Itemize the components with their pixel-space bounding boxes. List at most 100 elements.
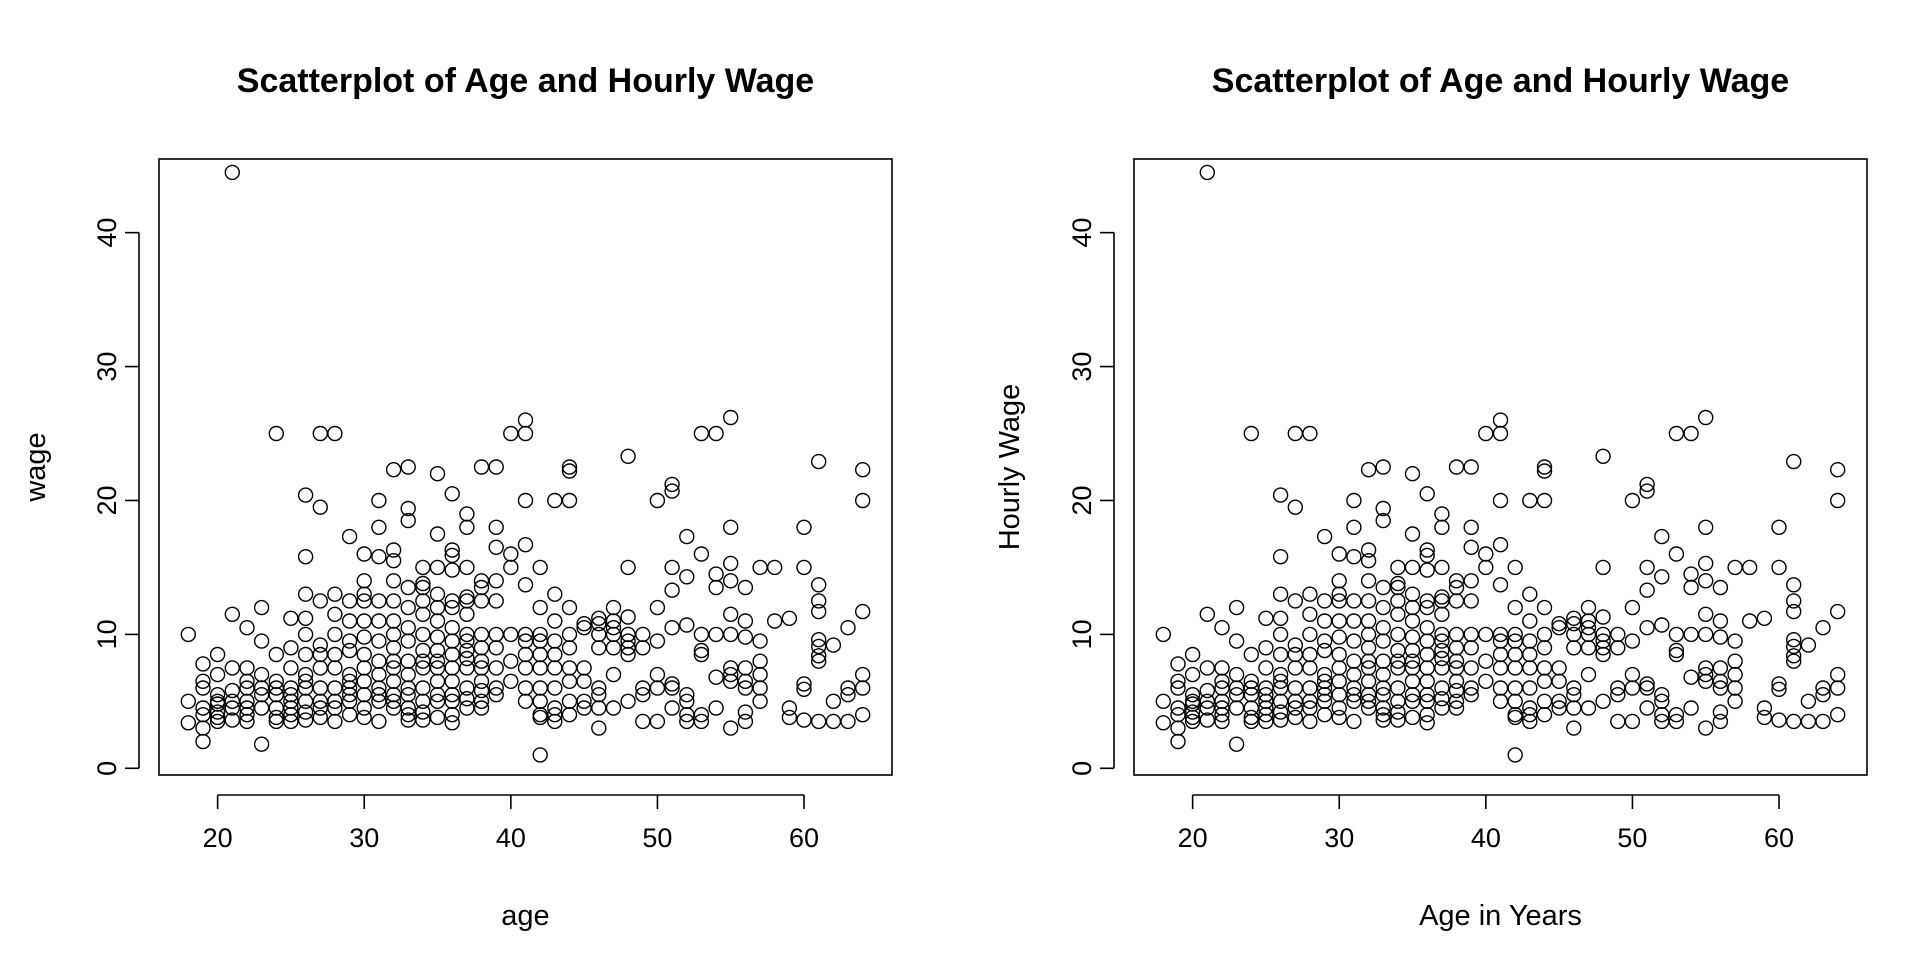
data-point — [1346, 549, 1362, 565]
data-point — [429, 687, 446, 703]
data-point — [693, 707, 710, 723]
data-point — [312, 637, 328, 653]
data-point — [1551, 616, 1567, 632]
data-point — [1536, 626, 1553, 643]
data-point — [459, 650, 475, 667]
data-point — [737, 579, 754, 596]
data-point — [283, 660, 299, 676]
data-point — [649, 680, 666, 696]
data-point — [1360, 553, 1377, 569]
data-point — [327, 693, 343, 709]
data-point — [547, 586, 563, 602]
data-point — [708, 669, 724, 685]
data-point — [1536, 660, 1553, 676]
data-point — [1727, 693, 1743, 709]
data-point — [1829, 492, 1846, 509]
data-point — [180, 715, 197, 731]
data-point — [1258, 713, 1274, 730]
data-point — [693, 546, 710, 562]
data-point — [737, 673, 754, 689]
data-point — [1316, 593, 1333, 609]
data-point — [561, 693, 578, 709]
data-point — [1346, 593, 1362, 609]
data-point — [1375, 459, 1391, 475]
data-point — [297, 586, 314, 602]
data-point — [1243, 709, 1260, 726]
data-point — [708, 700, 724, 716]
data-point — [1595, 646, 1611, 663]
data-point — [356, 613, 372, 629]
data-point — [1492, 646, 1509, 663]
data-point — [1346, 666, 1362, 683]
data-point — [1243, 425, 1260, 442]
data-point — [1536, 599, 1553, 616]
data-point — [459, 642, 475, 659]
data-point — [664, 680, 680, 696]
data-point — [1404, 466, 1421, 482]
data-point — [1507, 709, 1523, 726]
data-point — [855, 666, 871, 683]
data-point — [1785, 648, 1802, 664]
data-point — [1360, 640, 1377, 656]
data-point — [268, 425, 284, 442]
data-point — [1829, 707, 1846, 723]
data-point — [1522, 586, 1538, 602]
data-point — [1346, 492, 1362, 509]
y-tick-label: 40 — [1067, 218, 1097, 248]
data-point — [1507, 693, 1523, 709]
data-point — [400, 512, 416, 529]
data-point — [1448, 682, 1465, 699]
data-point — [1785, 653, 1802, 669]
data-point — [1375, 666, 1391, 683]
data-point — [356, 586, 372, 602]
data-point — [532, 747, 548, 763]
data-point — [517, 693, 534, 709]
data-point — [1697, 573, 1714, 589]
data-point — [1697, 409, 1714, 426]
data-point — [415, 704, 431, 720]
data-point — [253, 666, 270, 683]
y-axis: 0 10 20 30 40 — [1067, 218, 1115, 776]
data-point — [444, 620, 460, 636]
data-point — [517, 537, 534, 553]
data-point — [503, 653, 519, 669]
data-point — [1566, 610, 1582, 626]
data-point — [459, 691, 475, 707]
data-point — [1404, 559, 1421, 576]
data-point — [1419, 562, 1435, 578]
data-point — [1463, 626, 1479, 643]
data-point — [532, 709, 548, 726]
data-point — [649, 492, 666, 509]
data-point — [444, 633, 460, 649]
data-point — [312, 646, 328, 663]
data-point — [503, 626, 519, 643]
data-point — [561, 660, 578, 676]
data-point — [1258, 640, 1274, 656]
data-point — [283, 713, 299, 730]
data-point — [444, 562, 460, 578]
data-point — [620, 448, 636, 464]
data-point — [693, 713, 710, 730]
data-point — [1478, 546, 1494, 562]
data-point — [840, 687, 856, 703]
data-point — [547, 660, 563, 676]
data-point — [1287, 680, 1304, 696]
data-point — [1463, 640, 1479, 656]
data-point — [488, 660, 504, 676]
data-point — [1434, 691, 1450, 707]
data-point — [400, 687, 416, 703]
data-point — [327, 586, 343, 602]
data-point — [1785, 603, 1802, 620]
data-point — [1536, 640, 1553, 656]
data-point — [576, 673, 592, 689]
data-point — [1258, 707, 1274, 723]
data-point — [1654, 687, 1670, 703]
data-point — [1448, 626, 1465, 643]
data-point — [1683, 579, 1699, 596]
data-point — [723, 626, 739, 643]
data-point — [591, 626, 607, 643]
data-point — [591, 610, 607, 626]
data-point — [1522, 492, 1538, 509]
data-point — [1360, 573, 1377, 589]
data-point — [1199, 660, 1216, 676]
